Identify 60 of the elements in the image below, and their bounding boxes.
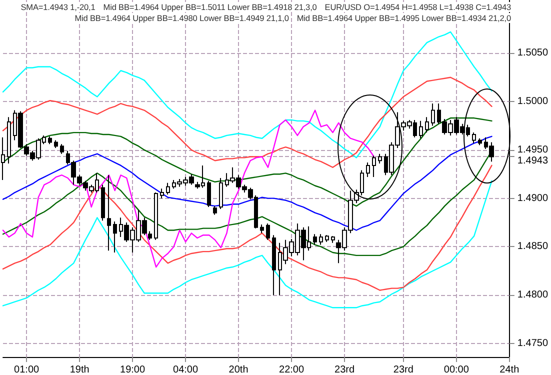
line-series — [2, 31, 492, 158]
candlestick — [219, 178, 223, 210]
candlestick — [425, 116, 429, 134]
x-tick-label: 04:00 — [173, 364, 198, 375]
x-tick-label: 19th — [70, 364, 90, 375]
candlestick — [260, 224, 264, 234]
candlestick — [7, 116, 11, 164]
candlestick — [101, 184, 105, 222]
y-tick-label: 1.4850 — [517, 241, 548, 252]
candlestick — [213, 206, 217, 216]
line-series — [2, 76, 492, 168]
y-tick-label: 1.4800 — [517, 290, 548, 301]
candlestick — [154, 192, 158, 240]
candlestick — [372, 155, 376, 178]
annotation: EUR/USD O=1.4954 H=1.4958 L=1.4938 C=1.4943 — [324, 2, 511, 12]
x-tick-label: 20th — [228, 364, 248, 375]
annotation: SMA=1.4943 1,-20,1 — [20, 2, 96, 12]
candlestick — [419, 120, 423, 139]
candlestick — [48, 136, 52, 145]
candlestick — [207, 180, 211, 208]
x-tick-label: 23rd — [393, 364, 414, 375]
candlestick — [272, 234, 276, 296]
y-tick-label: 1.4750 — [517, 338, 548, 349]
candlestick — [107, 174, 111, 252]
annotation: Mid BB=1.4964 Upper BB=1.4995 Lower BB=1.4934 21,2,0 — [296, 13, 511, 23]
candlestick — [166, 182, 170, 195]
line-series — [2, 180, 492, 308]
candlestick — [366, 162, 370, 178]
annotation: Mid BB=1.4964 Upper BB=1.5011 Lower BB=1.4918 21,3,0 — [103, 2, 317, 12]
x-tick-label: 19:00 — [120, 364, 146, 375]
y-tick-label: 1.5000 — [517, 96, 548, 108]
x-tick-label: 24th — [500, 364, 520, 375]
candlestick — [431, 103, 435, 126]
candlestick — [472, 132, 476, 144]
candlestick — [478, 138, 482, 146]
y-tick-label: 1.4900 — [517, 192, 548, 204]
x-tick-label: 01:00 — [14, 364, 40, 375]
candlestick — [331, 236, 335, 244]
line-series — [2, 117, 492, 207]
candlestick — [54, 140, 58, 149]
candlestick — [319, 234, 323, 246]
y-tick-label: 1.5050 — [517, 48, 548, 59]
x-tick-label: 23rd — [334, 364, 355, 375]
candlestick — [148, 230, 152, 240]
candlestick — [113, 221, 117, 254]
annotation: Mid BB=1.4964 Upper BB=1.4980 Lower BB=1.4949 21,1,0 — [74, 13, 289, 23]
candlestick — [325, 234, 329, 242]
x-tick-label: 22:00 — [279, 364, 304, 375]
candlestick — [160, 188, 164, 199]
candlestick — [378, 153, 382, 164]
line-series — [2, 110, 375, 268]
candlestick — [60, 144, 64, 154]
candlestick — [266, 222, 270, 240]
line-series — [2, 164, 492, 291]
candlestick — [313, 234, 317, 246]
line-series — [2, 136, 492, 231]
y-tick-label: 1.4950 — [517, 144, 548, 156]
candlestick — [1, 136, 5, 180]
y-tick-label: 1.4943 — [517, 156, 548, 167]
x-tick-label: 00:00 — [444, 364, 470, 375]
